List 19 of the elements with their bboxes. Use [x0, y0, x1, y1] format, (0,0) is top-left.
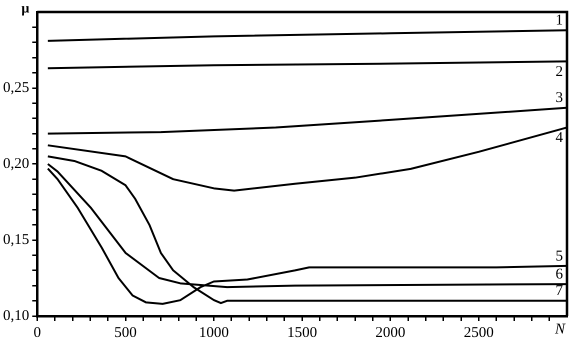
series-label: 4: [556, 130, 564, 146]
series-label: 6: [556, 266, 564, 283]
x-tick-label: 1500: [287, 324, 318, 341]
x-tick-label: 2000: [375, 324, 406, 341]
series-label: 2: [556, 64, 563, 80]
series-label: 5: [556, 248, 563, 264]
x-tick-label: 500: [114, 324, 137, 341]
y-tick-label: 0,25: [3, 80, 30, 96]
series-label: 1: [556, 12, 563, 29]
series-label: 7: [556, 283, 564, 300]
y-tick-label: 0,20: [3, 156, 30, 172]
x-tick-label: 0: [34, 324, 41, 341]
x-tick-label: 2500: [464, 324, 494, 341]
y-tick-label: 0,10: [3, 308, 30, 324]
series-label: 3: [556, 90, 563, 106]
x-tick-label: 1000: [198, 324, 229, 341]
y-axis-title: μ: [21, 2, 30, 17]
y-tick-label: 0,15: [3, 232, 30, 248]
x-axis-title: N: [554, 321, 566, 338]
